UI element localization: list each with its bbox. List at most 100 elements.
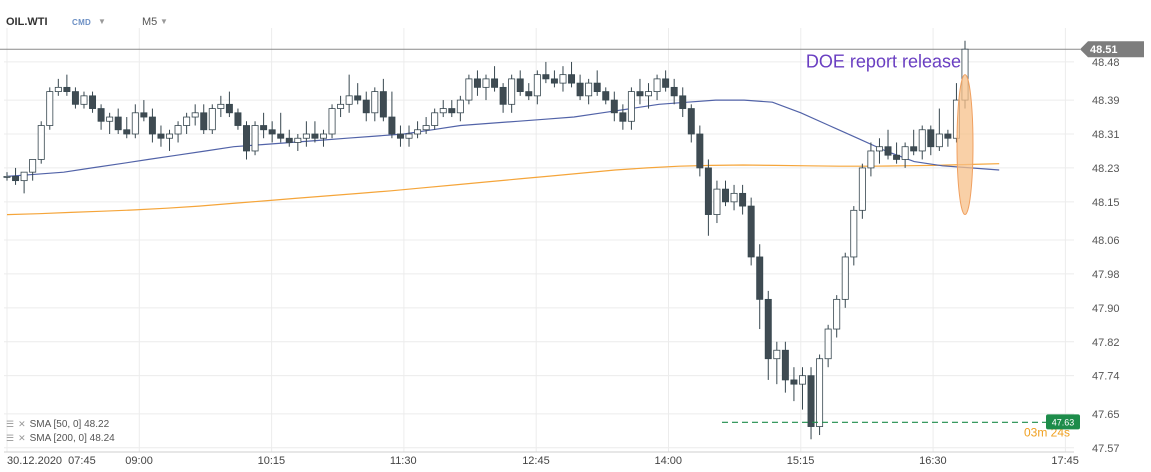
- indicator-settings-icon[interactable]: ☰: [6, 433, 15, 443]
- candle[interactable]: [414, 121, 422, 139]
- candle[interactable]: [799, 367, 806, 410]
- candle[interactable]: [97, 104, 105, 130]
- candle[interactable]: [243, 121, 250, 160]
- candle[interactable]: [302, 121, 310, 147]
- candle[interactable]: [46, 87, 54, 130]
- candle[interactable]: [901, 142, 909, 168]
- candle[interactable]: [3, 172, 11, 181]
- candle[interactable]: [166, 129, 173, 151]
- indicator-remove-icon[interactable]: ✕: [18, 433, 26, 443]
- candle[interactable]: [268, 121, 276, 143]
- candle[interactable]: [747, 197, 755, 266]
- candle[interactable]: [12, 167, 20, 185]
- candle[interactable]: [550, 70, 558, 88]
- candle[interactable]: [285, 129, 293, 147]
- candle[interactable]: [662, 70, 670, 92]
- candle[interactable]: [696, 125, 704, 177]
- candle[interactable]: [396, 125, 404, 147]
- candle[interactable]: [516, 70, 524, 96]
- candle[interactable]: [790, 367, 798, 402]
- candle[interactable]: [277, 112, 285, 143]
- candle[interactable]: [542, 61, 550, 84]
- candle[interactable]: [627, 87, 635, 130]
- candle[interactable]: [422, 117, 430, 134]
- candle[interactable]: [576, 74, 584, 101]
- candle[interactable]: [619, 104, 627, 130]
- candle[interactable]: [362, 91, 370, 122]
- candle[interactable]: [602, 87, 610, 105]
- indicator-sma-50[interactable]: ☰ ✕ SMA [50, 0] 48.22: [6, 419, 109, 430]
- candle[interactable]: [251, 121, 259, 156]
- indicator-sma-200[interactable]: ☰ ✕ SMA [200, 0] 48.24: [6, 433, 115, 444]
- candle[interactable]: [431, 108, 439, 130]
- candle[interactable]: [559, 66, 567, 92]
- candle[interactable]: [610, 91, 618, 122]
- candle[interactable]: [439, 100, 447, 118]
- candle[interactable]: [320, 129, 327, 147]
- candle[interactable]: [217, 95, 225, 118]
- candle[interactable]: [473, 70, 481, 96]
- candle[interactable]: [80, 91, 88, 109]
- candle[interactable]: [63, 74, 71, 96]
- candle[interactable]: [234, 108, 242, 130]
- candle[interactable]: [379, 78, 387, 122]
- candle[interactable]: [679, 87, 687, 118]
- instrument-type-badge[interactable]: CMD: [72, 18, 92, 27]
- candle[interactable]: [29, 159, 37, 181]
- candle[interactable]: [893, 142, 901, 164]
- candle[interactable]: [841, 252, 849, 308]
- candle[interactable]: [884, 129, 892, 160]
- candle[interactable]: [739, 184, 747, 215]
- candle[interactable]: [773, 341, 781, 385]
- candle[interactable]: [645, 83, 652, 109]
- chevron-down-icon[interactable]: ▼: [98, 17, 106, 26]
- candle[interactable]: [525, 83, 533, 101]
- candle[interactable]: [294, 134, 302, 151]
- candle[interactable]: [106, 112, 114, 134]
- candle[interactable]: [508, 74, 516, 113]
- candle[interactable]: [687, 104, 695, 143]
- candle[interactable]: [114, 108, 122, 134]
- candle[interactable]: [722, 180, 729, 207]
- candle[interactable]: [653, 74, 661, 101]
- indicator-settings-icon[interactable]: ☰: [6, 419, 15, 429]
- candle[interactable]: [260, 112, 268, 139]
- candle[interactable]: [123, 117, 131, 139]
- candle[interactable]: [54, 78, 62, 96]
- candle[interactable]: [148, 108, 156, 143]
- candle[interactable]: [756, 244, 764, 330]
- candle[interactable]: [764, 290, 772, 380]
- candle[interactable]: [465, 74, 473, 105]
- candle[interactable]: [328, 104, 336, 139]
- candle[interactable]: [183, 112, 191, 134]
- candle[interactable]: [499, 83, 507, 113]
- candle[interactable]: [927, 125, 935, 156]
- candle[interactable]: [807, 367, 815, 440]
- candle[interactable]: [208, 104, 216, 134]
- candle[interactable]: [405, 125, 413, 147]
- candle[interactable]: [388, 91, 396, 139]
- symbol-label[interactable]: OIL.WTI: [6, 16, 48, 28]
- candle[interactable]: [704, 159, 712, 236]
- candle[interactable]: [910, 129, 918, 156]
- candle[interactable]: [713, 180, 721, 224]
- candle[interactable]: [935, 108, 943, 151]
- candle[interactable]: [157, 125, 165, 147]
- candle[interactable]: [670, 78, 678, 105]
- timeframe-selector[interactable]: M5: [142, 16, 158, 28]
- candle[interactable]: [918, 125, 926, 160]
- candle[interactable]: [89, 91, 97, 113]
- candle[interactable]: [456, 95, 464, 122]
- candle[interactable]: [337, 95, 345, 118]
- candle[interactable]: [345, 74, 353, 113]
- candle[interactable]: [850, 206, 858, 266]
- candle[interactable]: [875, 138, 883, 164]
- candle[interactable]: [20, 171, 28, 194]
- candle[interactable]: [858, 163, 866, 219]
- candle[interactable]: [200, 104, 208, 134]
- candle[interactable]: [730, 184, 738, 211]
- candle[interactable]: [781, 341, 789, 393]
- candle[interactable]: [140, 100, 148, 122]
- indicator-remove-icon[interactable]: ✕: [18, 419, 26, 429]
